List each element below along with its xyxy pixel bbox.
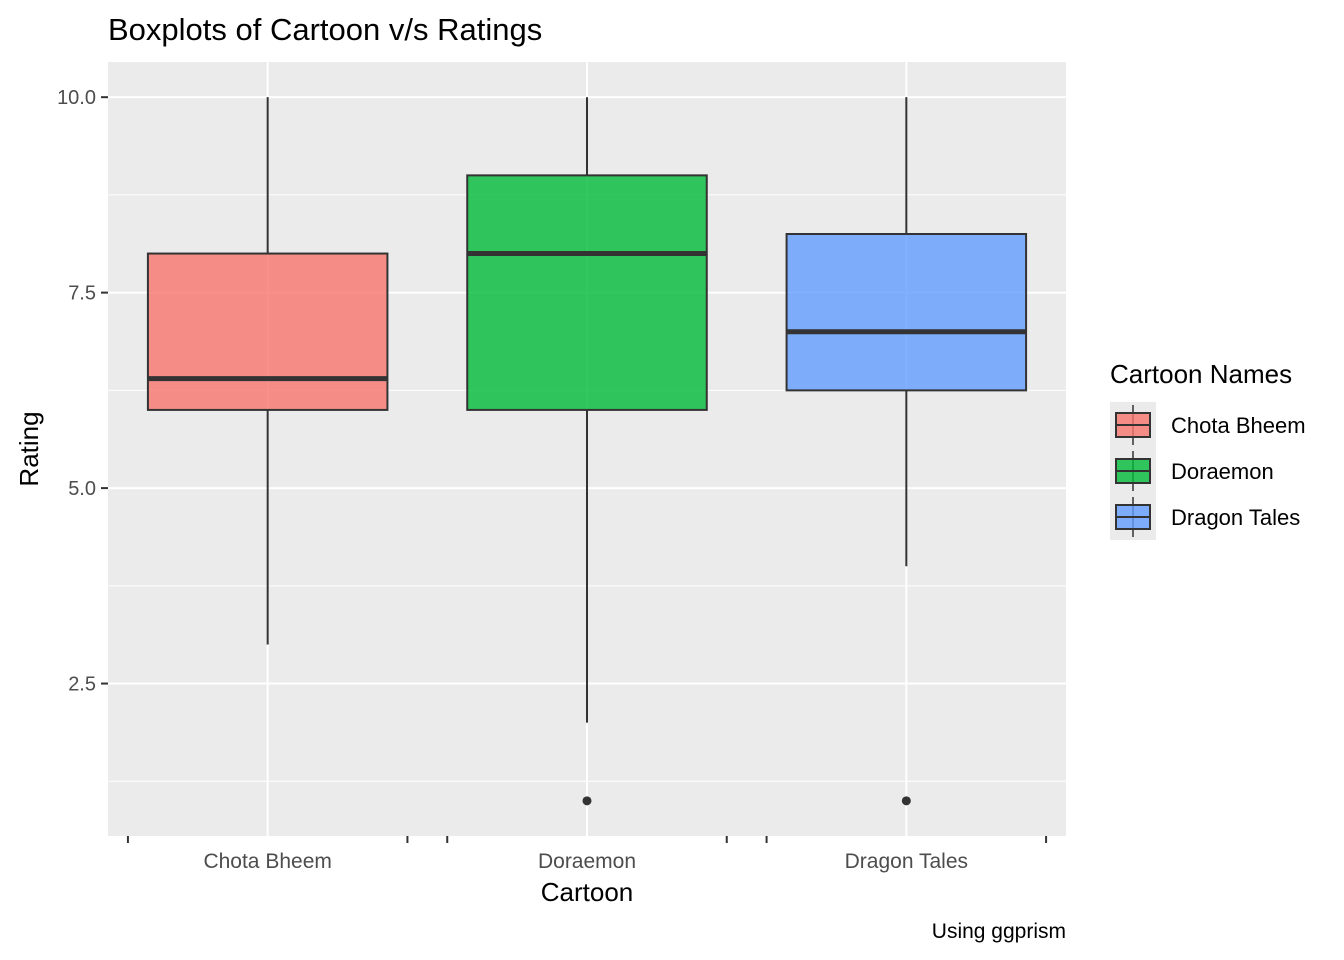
y-tick-label: 10.0 (57, 87, 96, 109)
box-iqr (785, 233, 1028, 392)
legend: Cartoon Names Chota Bheem Doraemon Dragon T… (1110, 359, 1306, 540)
x-tick-label: Doraemon (538, 850, 636, 873)
legend-item: Chota Bheem (1115, 405, 1306, 445)
legend-item: Doraemon (1115, 451, 1274, 491)
y-tick-label: 7.5 (68, 283, 96, 305)
box-chota-bheem (146, 97, 389, 645)
legend-label: Dragon Tales (1171, 505, 1300, 530)
box-iqr (466, 174, 708, 411)
x-tick-label: Chota Bheem (203, 850, 331, 873)
x-tick-label: Dragon Tales (845, 850, 968, 873)
box-doraemon (466, 97, 708, 806)
box-dragon-tales (785, 97, 1028, 806)
x-axis: Chota Bheem Doraemon Dragon Tales (126, 836, 1048, 873)
box-iqr (146, 252, 389, 411)
outlier-point (582, 796, 592, 806)
boxes-layer (146, 97, 1028, 806)
y-axis-title: Rating (14, 411, 44, 486)
chart-title: Boxplots of Cartoon v/s Ratings (108, 12, 543, 47)
y-tick-label: 5.0 (68, 478, 96, 500)
legend-item: Dragon Tales (1115, 497, 1300, 537)
outlier-point (901, 796, 911, 806)
x-axis-title: Cartoon (541, 877, 634, 907)
legend-label: Doraemon (1171, 459, 1274, 484)
y-axis: 2.5 5.0 7.5 10.0 (57, 87, 108, 696)
legend-title: Cartoon Names (1110, 359, 1292, 389)
legend-label: Chota Bheem (1171, 413, 1306, 438)
caption: Using ggprism (931, 920, 1066, 943)
y-tick-label: 2.5 (68, 674, 96, 696)
